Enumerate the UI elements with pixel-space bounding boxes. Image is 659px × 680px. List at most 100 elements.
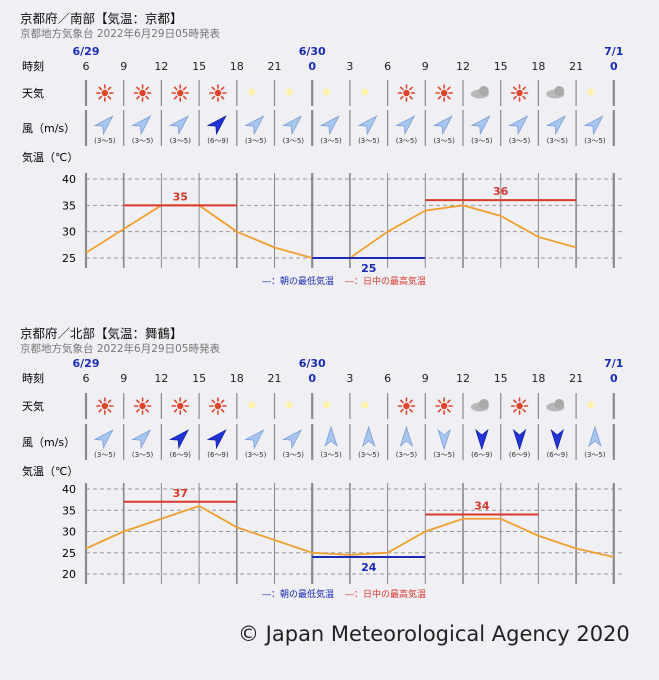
wind-speed-label: (6〜9) — [509, 451, 531, 459]
sun-core — [440, 402, 448, 410]
copyright-text: © Japan Meteorological Agency 2020 — [238, 622, 630, 646]
sun-ray — [522, 399, 527, 404]
wind-speed-label: (3〜5) — [358, 137, 380, 145]
sun-core — [516, 89, 523, 97]
y-tick-label: 30 — [62, 526, 76, 539]
sun-icon — [397, 397, 416, 415]
wind-speed-label: (3〜5) — [396, 137, 418, 145]
wind-arrow-icon — [475, 428, 489, 451]
legend-min: ―：朝の最低気温 — [262, 275, 334, 287]
wind-arrow-icon — [512, 428, 527, 451]
moon-icon — [285, 86, 297, 100]
panel-subtitle: 京都地方気象台 2022年6月29日05時発表 — [20, 28, 220, 40]
sun-ray — [522, 95, 527, 100]
wind-arrow-icon — [168, 115, 189, 136]
wind-arrow-icon — [432, 115, 453, 136]
sun-icon — [209, 397, 227, 415]
hour-tick-label: 21 — [268, 60, 282, 73]
y-tick-label: 30 — [62, 226, 76, 239]
sun-core — [403, 89, 410, 97]
wind-arrow-shape — [512, 428, 527, 451]
min-temp-label: 25 — [361, 262, 376, 275]
hour-tick-label: 0 — [308, 372, 316, 385]
wind-speed-label: (3〜5) — [547, 137, 569, 145]
wind-arrow-icon — [399, 425, 414, 448]
cloud-puff — [478, 399, 489, 409]
moon-glow — [587, 88, 595, 96]
wind-arrow-shape — [244, 429, 265, 450]
moon-glow — [361, 401, 369, 409]
cloud-icon — [470, 399, 489, 412]
wind-arrow-shape — [282, 429, 303, 450]
sun-ray — [173, 86, 178, 91]
forecast-panel-north: 京都府／北部【気温：舞鶴】 京都地方気象台 2022年6月29日05時発表 時刻… — [0, 319, 659, 619]
sun-icon — [96, 84, 114, 102]
sun-ray — [145, 95, 150, 100]
wind-arrow-shape — [357, 115, 378, 136]
sun-core — [440, 89, 448, 97]
wind-arrow-shape — [470, 115, 491, 136]
wind-arrow-icon — [93, 115, 114, 136]
cloud-puff — [554, 86, 565, 96]
wind-arrow-shape — [206, 115, 227, 136]
weather-row-label: 天気 — [22, 86, 44, 100]
sun-ray — [136, 95, 140, 100]
wind-arrow-icon — [324, 425, 338, 448]
sun-ray — [136, 408, 140, 413]
cloud-icon — [546, 86, 565, 99]
max-temp-label: 35 — [173, 190, 188, 203]
wind-arrow-icon — [545, 115, 566, 136]
date-label: 7/1 — [604, 357, 623, 370]
wind-speed-label: (3〜5) — [132, 451, 154, 459]
wind-speed-label: (6〜9) — [471, 451, 493, 459]
sun-ray — [220, 408, 225, 413]
sun-ray — [211, 86, 216, 91]
sun-core — [101, 89, 109, 97]
wind-arrow-shape — [399, 425, 414, 448]
hour-tick-label: 9 — [422, 372, 429, 385]
moon-icon — [323, 399, 335, 413]
sun-ray — [98, 408, 103, 413]
sun-ray — [399, 86, 404, 91]
sun-ray — [437, 86, 442, 91]
hour-tick-label: 15 — [192, 60, 206, 73]
moon-icon — [248, 399, 259, 413]
hour-tick-label: 15 — [494, 372, 508, 385]
wind-speed-label: (3〜5) — [584, 451, 606, 459]
sun-core — [101, 402, 109, 410]
y-tick-label: 40 — [62, 173, 76, 186]
wind-arrow-icon — [93, 429, 114, 450]
y-tick-label: 20 — [62, 568, 76, 581]
sun-icon — [510, 84, 529, 102]
wind-arrow-shape — [131, 429, 152, 450]
temp-row-label: 気温（℃） — [22, 150, 78, 164]
wind-arrow-icon — [244, 115, 265, 136]
hour-tick-label: 0 — [610, 372, 618, 385]
sun-ray — [513, 399, 517, 404]
wind-arrow-icon — [395, 115, 416, 136]
y-tick-label: 35 — [62, 504, 76, 517]
sun-ray — [513, 86, 517, 91]
cloud-puff — [554, 399, 565, 409]
moon-glow — [361, 88, 369, 96]
sun-ray — [399, 399, 404, 404]
sun-ray — [98, 86, 103, 91]
wind-arrow-icon — [244, 429, 265, 450]
wind-arrow-shape — [437, 428, 451, 451]
wind-speed-label: (3〜5) — [283, 451, 305, 459]
wind-arrow-shape — [93, 429, 114, 450]
wind-speed-label: (3〜5) — [433, 451, 455, 459]
date-label: 7/1 — [604, 45, 623, 58]
sun-ray — [211, 408, 216, 413]
wind-arrow-icon — [282, 115, 303, 136]
hour-tick-label: 18 — [230, 60, 244, 73]
temp-row-label: 気温（℃） — [22, 464, 78, 478]
hour-tick-label: 0 — [308, 60, 316, 73]
hour-tick-label: 12 — [154, 372, 168, 385]
sun-ray — [211, 399, 216, 404]
sun-ray — [136, 86, 140, 91]
wind-arrow-icon — [357, 115, 378, 136]
hour-tick-label: 3 — [346, 60, 353, 73]
wind-speed-label: (3〜5) — [320, 137, 342, 145]
